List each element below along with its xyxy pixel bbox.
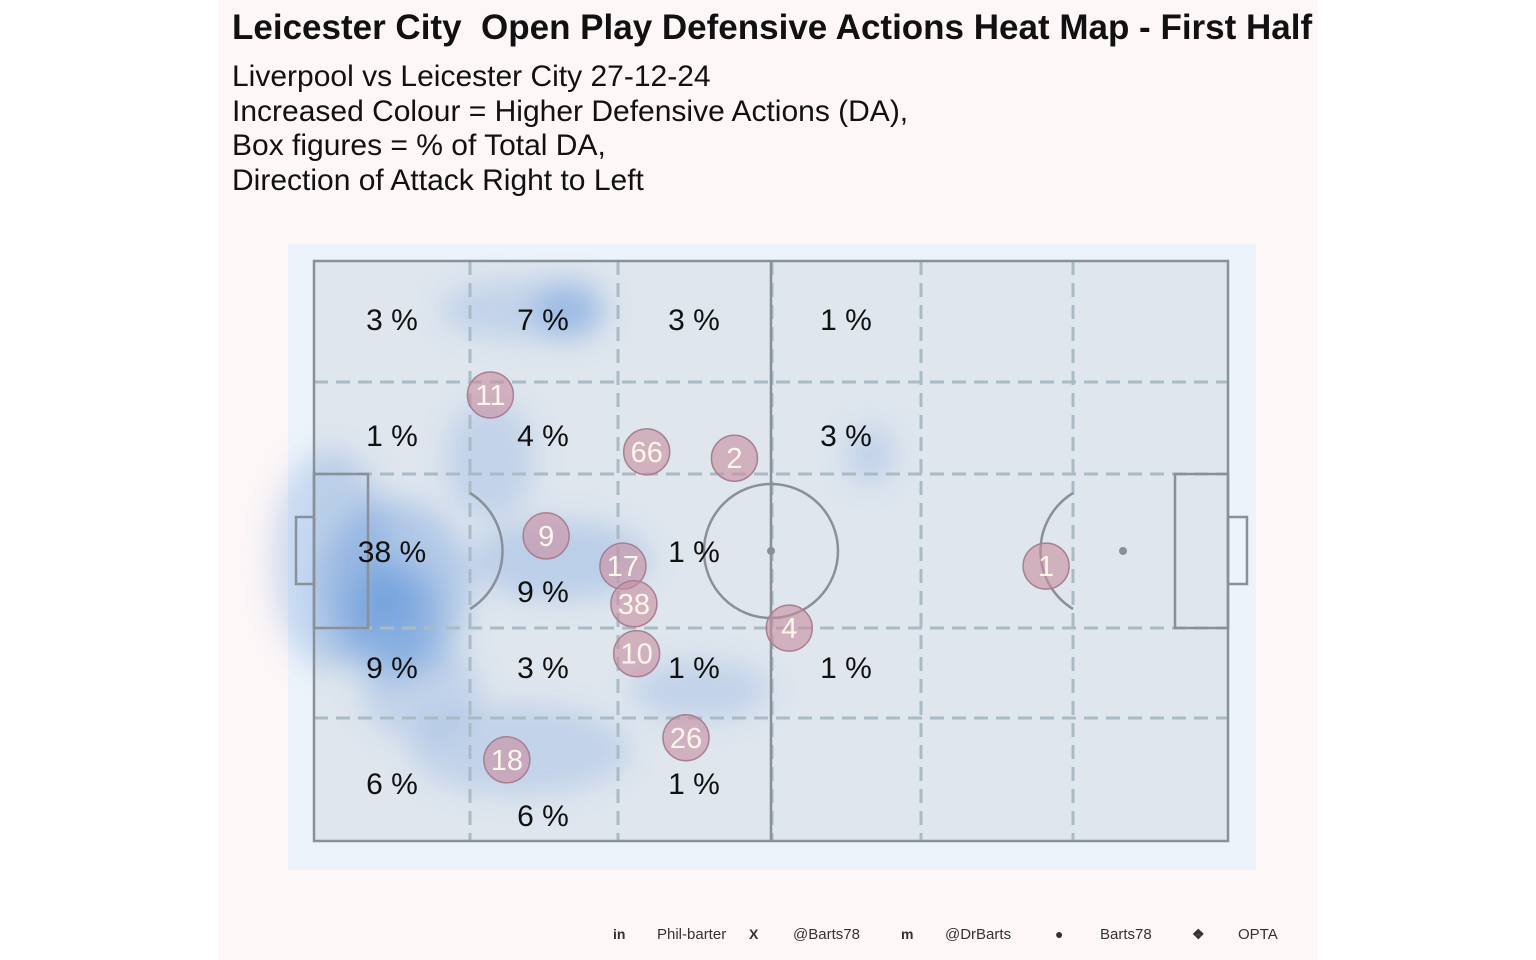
player-marker: 10 bbox=[612, 629, 661, 678]
player-number: 9 bbox=[538, 521, 554, 553]
zone-percentage-label: 6 % bbox=[366, 768, 418, 801]
heat-blob bbox=[445, 400, 535, 520]
player-circle bbox=[522, 512, 570, 560]
zone-percentage-label: 1 % bbox=[366, 420, 418, 453]
player-circle bbox=[622, 428, 671, 476]
zone-percentage-label: 7 % bbox=[517, 304, 569, 337]
player-circle bbox=[662, 714, 710, 762]
player-marker: 9 bbox=[522, 512, 570, 560]
linkedin-icon: in bbox=[613, 926, 626, 942]
footer-credit-label: Barts78 bbox=[1100, 926, 1152, 943]
player-marker: 2 bbox=[710, 434, 759, 482]
heat-density-layer bbox=[270, 280, 895, 795]
heat-blob bbox=[360, 640, 480, 740]
player-number: 11 bbox=[475, 380, 505, 412]
player-circle bbox=[466, 371, 515, 419]
zone-percentage-label: 4 % bbox=[517, 420, 569, 453]
player-marker: 1 bbox=[1022, 542, 1070, 590]
heat-blob bbox=[535, 280, 605, 340]
player-marker: 18 bbox=[483, 736, 531, 784]
zone-percentage-label: 38 % bbox=[358, 536, 426, 569]
zone-percentage-label: 3 % bbox=[820, 420, 872, 453]
zone-percentage-label: 1 % bbox=[820, 304, 872, 337]
player-marker: 11 bbox=[466, 371, 515, 419]
heat-blob bbox=[845, 425, 895, 485]
player-number: 4 bbox=[781, 613, 797, 645]
player-number: 1 bbox=[1038, 551, 1054, 583]
dropbox-icon: ❖ bbox=[1192, 926, 1205, 942]
footer-credits: in Phil-barter X @Barts78 m @DrBarts ● Barts78 ❖… bbox=[0, 926, 1536, 946]
player-number: 18 bbox=[491, 745, 523, 777]
zone-percentage-label: 3 % bbox=[366, 304, 418, 337]
player-marker: 17 bbox=[599, 542, 647, 590]
player-marker: 38 bbox=[610, 580, 658, 628]
pitch-markings bbox=[294, 259, 1249, 843]
left-penalty-arc bbox=[469, 491, 504, 611]
player-circle bbox=[710, 434, 759, 482]
subtitle-direction: Direction of Attack Right to Left bbox=[232, 164, 644, 197]
footer-credit-label: @DrBarts bbox=[945, 926, 1012, 943]
github-icon: ● bbox=[1055, 926, 1064, 942]
player-marker: 66 bbox=[622, 428, 671, 476]
zone-percentage-label: 6 % bbox=[517, 800, 569, 833]
zone-labels: 3 % 7 % 3 % 1 % 1 % 4 % 3 % 38 % 9 % 1 % 9 % 3 % 1 %… bbox=[358, 304, 872, 833]
player-number: 26 bbox=[670, 723, 702, 755]
footer-credit-label: Phil-barter bbox=[657, 926, 727, 943]
mastodon-icon: m bbox=[901, 926, 914, 942]
x-twitter-icon: X bbox=[749, 926, 759, 942]
zone-percentage-label: 3 % bbox=[668, 304, 720, 337]
zone-percentage-label: 3 % bbox=[517, 652, 569, 685]
right-goal bbox=[1226, 515, 1249, 586]
centre-spot bbox=[767, 547, 775, 555]
penalty-spot bbox=[1119, 547, 1127, 555]
zone-percentage-label: 1 % bbox=[820, 652, 872, 685]
player-number: 2 bbox=[726, 443, 742, 475]
player-marker: 26 bbox=[662, 714, 710, 762]
chart-title: Leicester City Open Play Defensive Actio… bbox=[232, 8, 1313, 47]
player-circle bbox=[1022, 542, 1070, 590]
player-circle bbox=[610, 580, 658, 628]
player-circle bbox=[765, 604, 814, 652]
left-goal bbox=[294, 515, 316, 586]
footer-credit-label: @Barts78 bbox=[793, 926, 860, 943]
subtitle-match: Liverpool vs Leicester City 27-12-24 bbox=[232, 60, 711, 93]
player-markers: 11 66 2 9 17 38 10 4 26 18 1 bbox=[466, 371, 1070, 784]
subtitle-box-figures: Box figures = % of Total DA, bbox=[232, 129, 606, 162]
zone-percentage-label: 9 % bbox=[517, 576, 569, 609]
player-number: 38 bbox=[618, 589, 650, 621]
zone-percentage-label: 1 % bbox=[668, 536, 720, 569]
zone-percentage-label: 1 % bbox=[668, 652, 720, 685]
subtitle-colour-legend: Increased Colour = Higher Defensive Acti… bbox=[232, 95, 909, 128]
heat-blob bbox=[375, 583, 415, 627]
player-marker: 4 bbox=[765, 604, 814, 652]
zone-percentage-label: 9 % bbox=[366, 652, 418, 685]
zone-percentage-label: 1 % bbox=[668, 768, 720, 801]
heat-blob bbox=[630, 660, 770, 720]
player-number: 17 bbox=[607, 551, 639, 583]
player-number: 10 bbox=[621, 639, 653, 671]
player-number: 66 bbox=[631, 437, 663, 469]
footer-credit-label: OPTA bbox=[1238, 926, 1278, 943]
player-circle bbox=[612, 629, 661, 678]
player-circle bbox=[483, 736, 531, 784]
